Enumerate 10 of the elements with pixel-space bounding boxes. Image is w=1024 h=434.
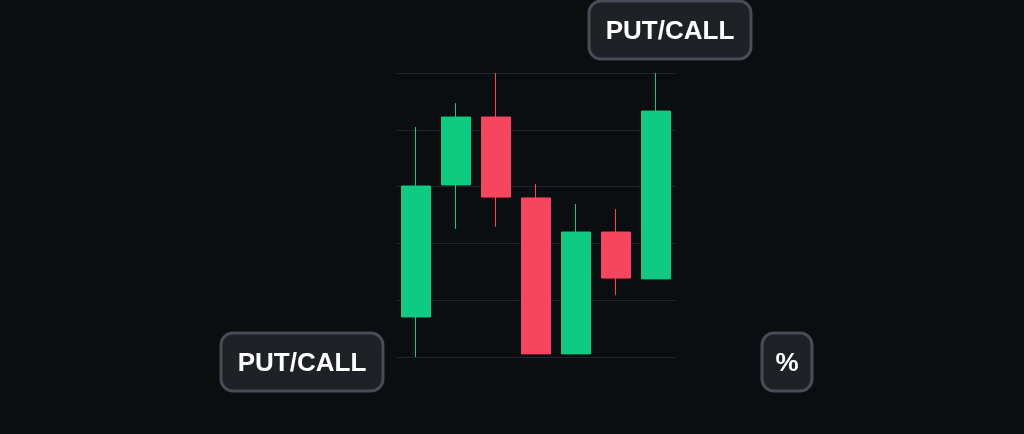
candlestick	[401, 126, 431, 358]
text: PUT/CALL	[237, 347, 367, 377]
candlestick	[441, 102, 471, 230]
candlestick	[521, 183, 551, 355]
candlestick	[561, 203, 591, 355]
text: %	[775, 347, 799, 377]
candlestick	[601, 208, 631, 296]
candlestick	[481, 72, 511, 228]
candlestick	[641, 72, 671, 280]
text: PUT/CALL	[605, 15, 735, 45]
